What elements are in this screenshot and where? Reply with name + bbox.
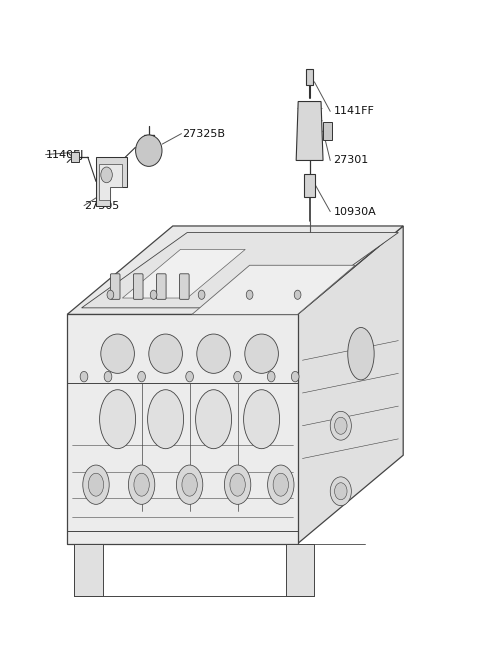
Circle shape	[186, 371, 193, 382]
Ellipse shape	[244, 390, 279, 449]
Circle shape	[80, 371, 88, 382]
Ellipse shape	[230, 473, 245, 496]
Polygon shape	[99, 164, 122, 200]
FancyBboxPatch shape	[133, 274, 143, 299]
Ellipse shape	[136, 135, 162, 166]
Ellipse shape	[197, 334, 230, 373]
Polygon shape	[296, 102, 323, 160]
Text: 27301: 27301	[334, 155, 369, 166]
Polygon shape	[96, 157, 127, 206]
FancyBboxPatch shape	[180, 274, 189, 299]
Circle shape	[104, 371, 112, 382]
Circle shape	[335, 417, 347, 434]
Text: 27305: 27305	[84, 200, 119, 211]
Ellipse shape	[88, 473, 104, 496]
Text: 1141FF: 1141FF	[334, 106, 374, 117]
Ellipse shape	[196, 390, 232, 449]
Circle shape	[107, 290, 114, 299]
Circle shape	[138, 371, 145, 382]
Ellipse shape	[177, 465, 203, 504]
Ellipse shape	[148, 390, 184, 449]
Polygon shape	[82, 233, 398, 308]
Ellipse shape	[273, 473, 288, 496]
Polygon shape	[67, 226, 403, 314]
Circle shape	[291, 371, 299, 382]
Ellipse shape	[134, 473, 149, 496]
FancyBboxPatch shape	[306, 69, 313, 85]
Circle shape	[267, 371, 275, 382]
Circle shape	[330, 411, 351, 440]
Polygon shape	[74, 544, 103, 596]
Circle shape	[335, 483, 347, 500]
Ellipse shape	[149, 334, 182, 373]
Circle shape	[150, 290, 157, 299]
Circle shape	[198, 290, 205, 299]
Ellipse shape	[100, 390, 136, 449]
Polygon shape	[122, 250, 245, 298]
Circle shape	[330, 477, 351, 506]
Ellipse shape	[83, 465, 109, 504]
Circle shape	[246, 290, 253, 299]
Ellipse shape	[128, 465, 155, 504]
Polygon shape	[298, 226, 403, 544]
Ellipse shape	[267, 465, 294, 504]
FancyBboxPatch shape	[71, 152, 79, 162]
Ellipse shape	[182, 473, 197, 496]
FancyBboxPatch shape	[304, 174, 315, 196]
Ellipse shape	[348, 328, 374, 380]
Circle shape	[101, 167, 112, 183]
Ellipse shape	[101, 334, 134, 373]
FancyBboxPatch shape	[110, 274, 120, 299]
Ellipse shape	[245, 334, 278, 373]
Text: 1140EJ: 1140EJ	[46, 149, 84, 160]
Text: 10930A: 10930A	[334, 206, 376, 217]
FancyBboxPatch shape	[156, 274, 166, 299]
Circle shape	[234, 371, 241, 382]
Ellipse shape	[224, 465, 251, 504]
Polygon shape	[286, 544, 314, 596]
Polygon shape	[67, 314, 298, 544]
Text: 27325B: 27325B	[182, 128, 226, 139]
Circle shape	[294, 290, 301, 299]
Polygon shape	[192, 265, 355, 314]
FancyBboxPatch shape	[323, 122, 332, 140]
